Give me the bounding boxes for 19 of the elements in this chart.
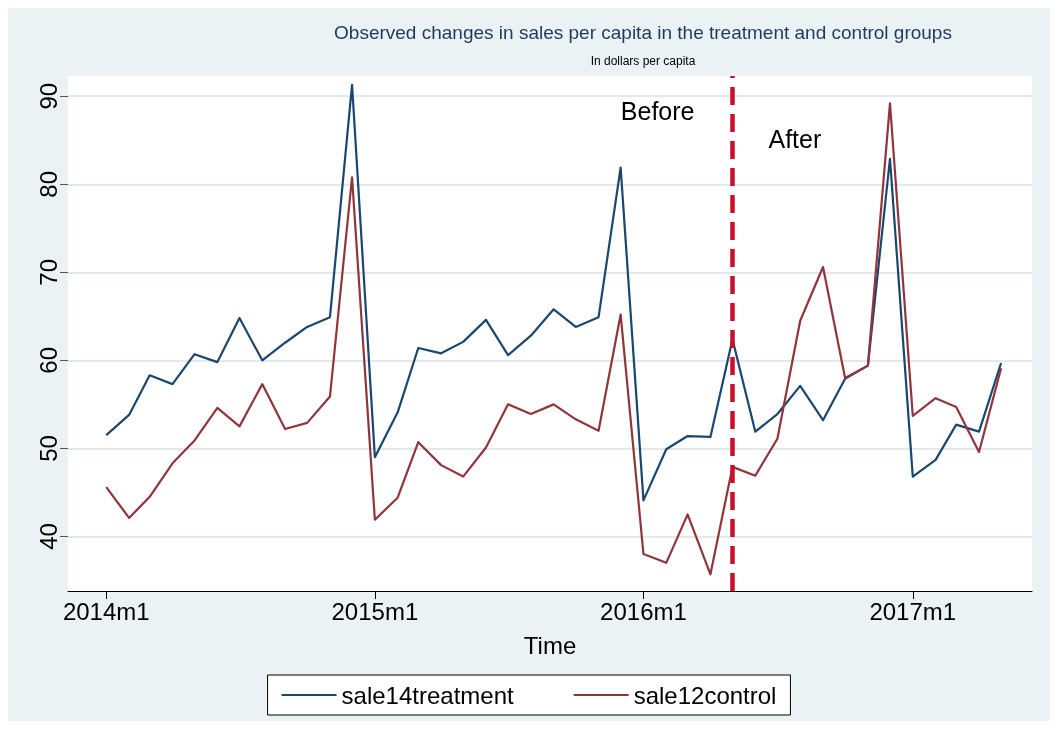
y-tick-label: 50 [34,435,62,462]
x-tick-label: 2015m1 [331,597,419,625]
y-tick-label: 80 [34,170,62,198]
x-axis-title: Time [523,631,577,659]
y-tick-label: 90 [34,82,62,110]
legend-label: sale14treatment [341,681,514,709]
y-tick-label: 70 [34,258,62,286]
chart-title: Observed changes in sales per capita in the treatment and control groups [334,22,952,43]
y-tick-label: 60 [34,347,62,374]
line-series [105,102,1003,576]
line-series [105,83,1003,502]
x-tick-label: 2016m1 [600,597,687,625]
x-tick-label: 2017m1 [869,597,957,625]
legend-label: sale12control [633,681,777,709]
chart-subtitle: In dollars per capita [590,54,696,68]
y-tick-label: 40 [34,523,62,550]
x-tick-label: 2014m1 [62,597,150,625]
annotation: After [768,124,822,153]
annotation: Before [620,96,695,125]
